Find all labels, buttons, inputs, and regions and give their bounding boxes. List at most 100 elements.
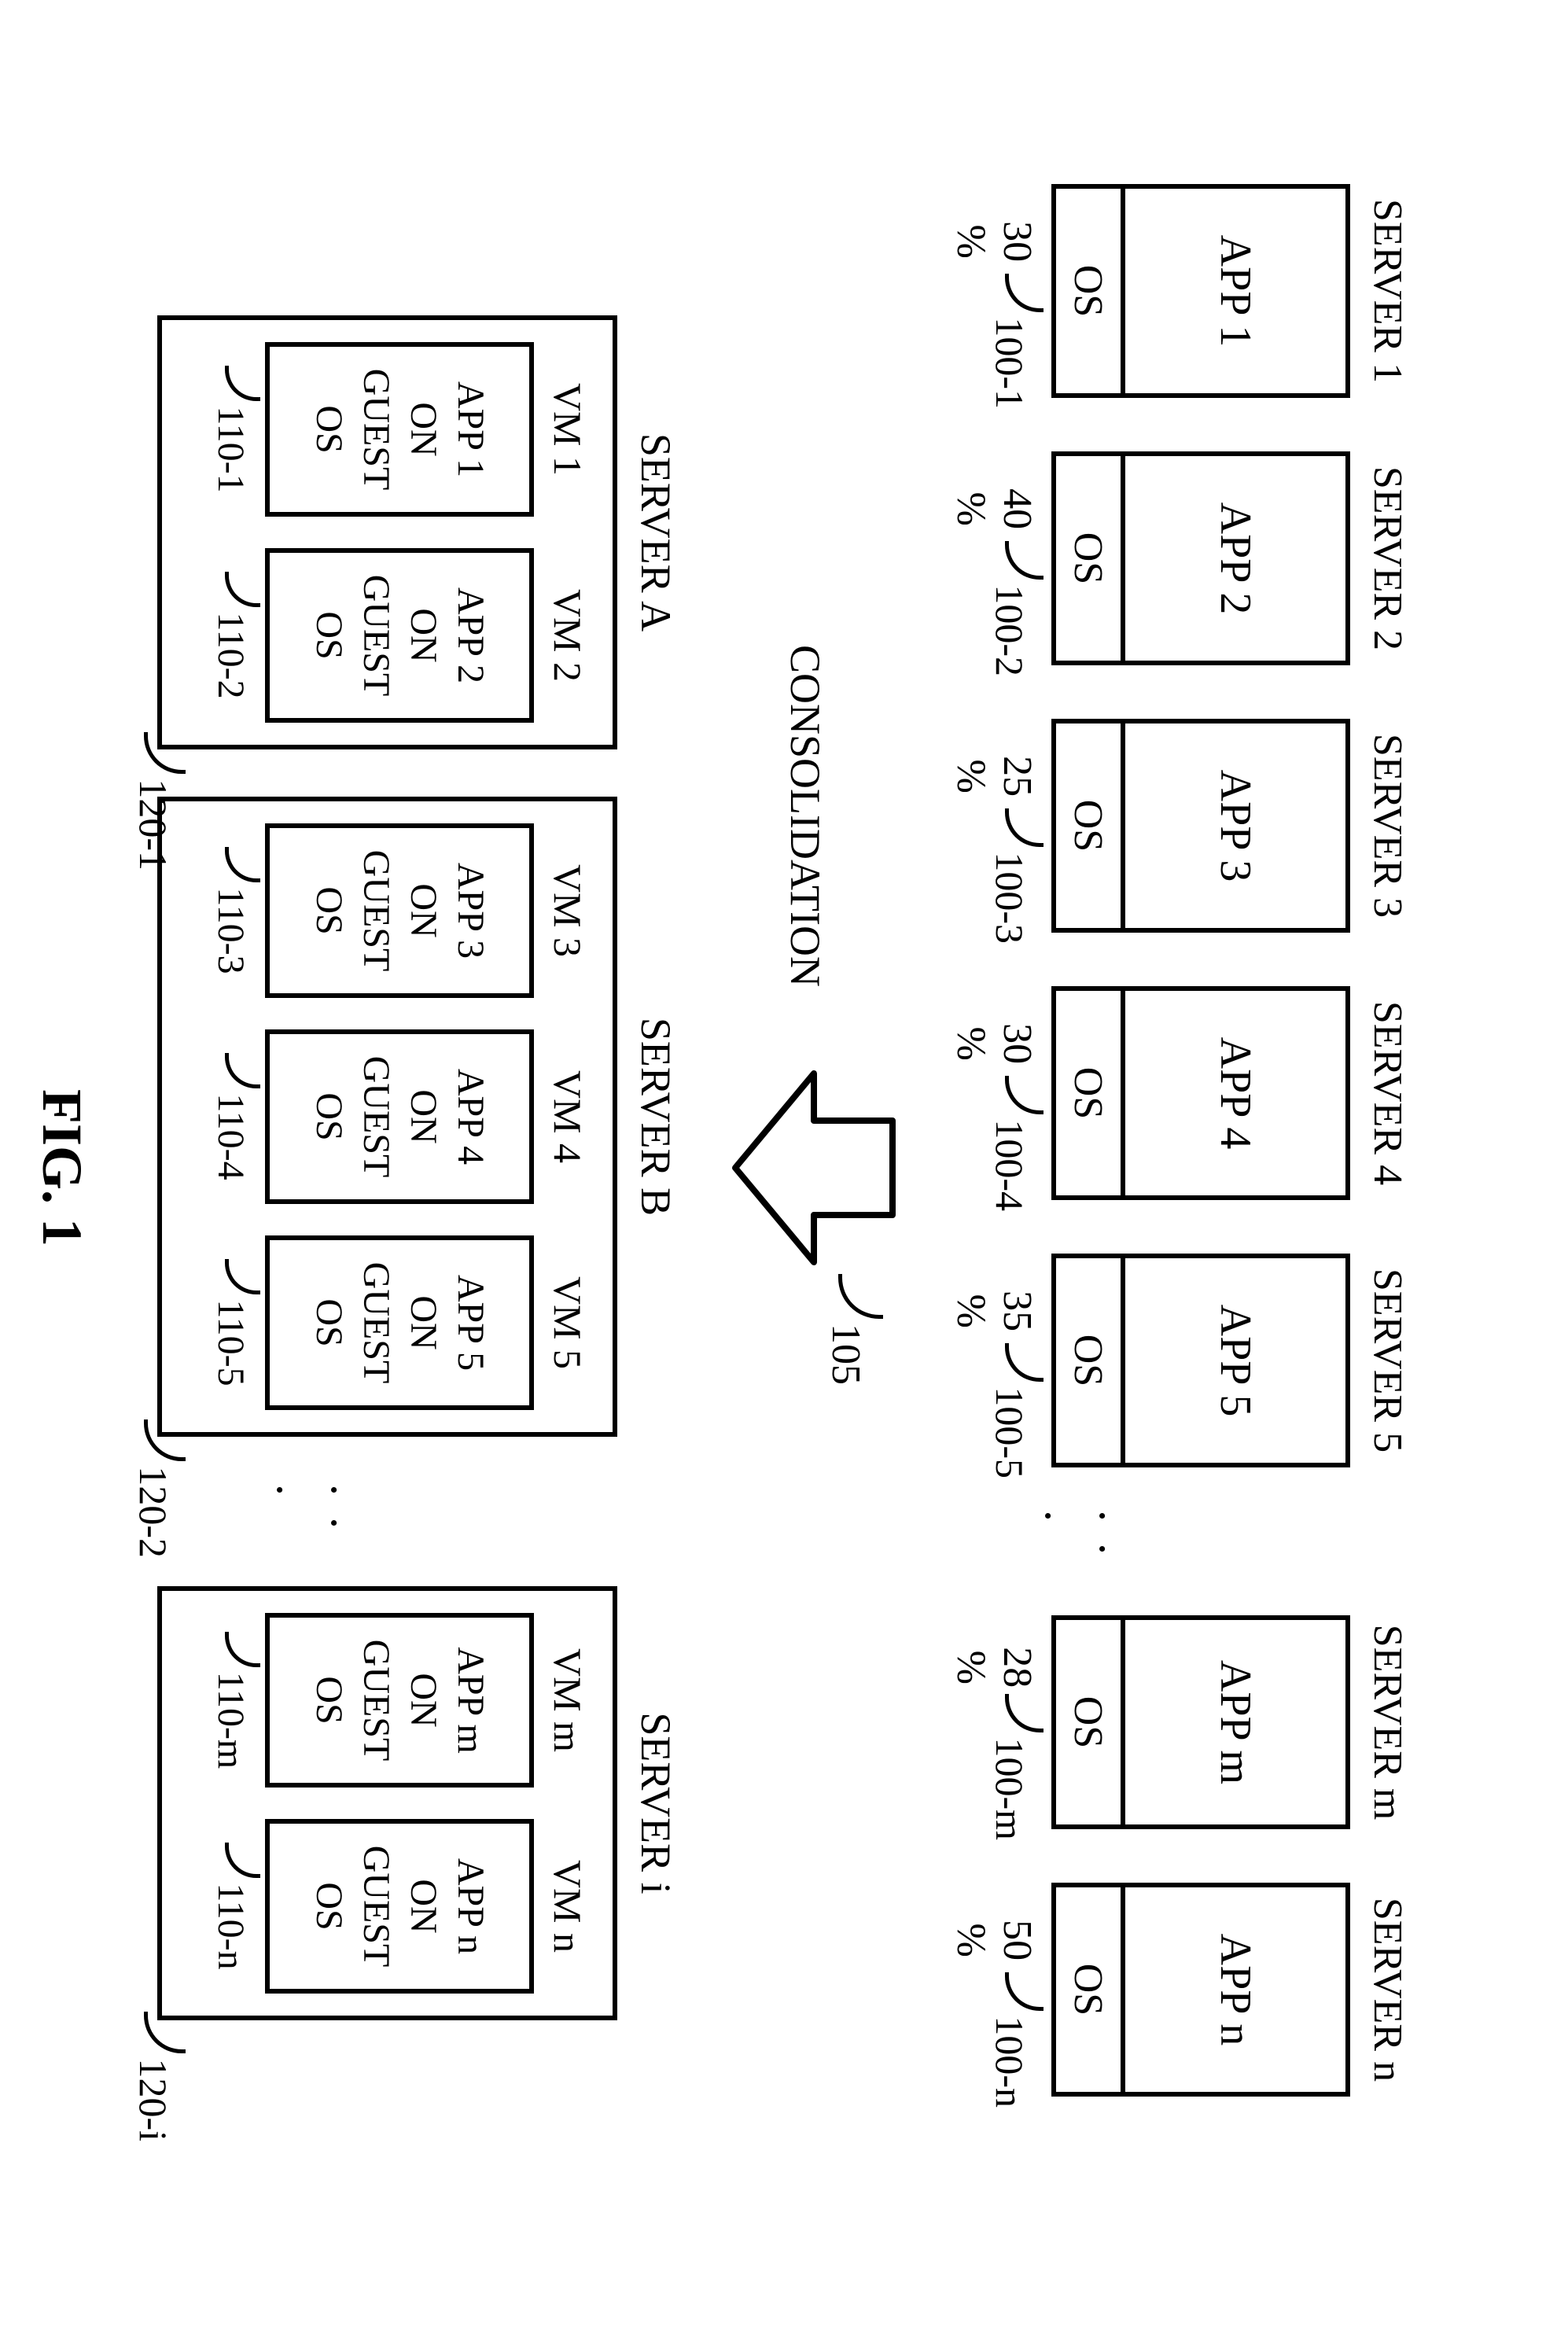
utilization-value: 30 % bbox=[948, 975, 1040, 1076]
leader-line-icon bbox=[144, 2012, 186, 2053]
virtual-machine: VM mAPP mONGUESTOS110-m bbox=[209, 1613, 591, 1788]
vm-ref: 110-4 bbox=[209, 1053, 257, 1180]
vm-text-line: GUEST bbox=[352, 575, 399, 697]
vm-text-line: ON bbox=[399, 883, 447, 937]
utilization-row: 30 % 100-1 bbox=[948, 173, 1040, 409]
vm-text-line: ON bbox=[399, 1673, 447, 1727]
vm-text-line: APP 3 bbox=[447, 863, 494, 959]
host-box: VM 1APP 1ONGUESTOS 110-1 VM 2APP 2ONGUESTO… bbox=[157, 315, 617, 749]
host-ref-label: 120-2 bbox=[131, 1466, 176, 1558]
vm-text-line: APP 1 bbox=[447, 381, 494, 477]
host-box: VM 3APP 3ONGUESTOS 110-3 VM 4APP 4ONGUESTO… bbox=[157, 797, 617, 1437]
host-box: VM mAPP mONGUESTOS110-mVM nAPP nONGUESTO… bbox=[157, 1586, 617, 2020]
vm-box: APP 1ONGUESTOS bbox=[265, 342, 534, 517]
vm-box: APP 5ONGUESTOS bbox=[265, 1235, 534, 1410]
vm-text-line: GUEST bbox=[352, 1846, 399, 1968]
server-ref: 100-1 bbox=[987, 274, 1040, 409]
server-ref: 100-2 bbox=[987, 541, 1040, 676]
utilization-row: 25 %100-3 bbox=[948, 708, 1040, 944]
vm-title: VM 3 bbox=[545, 864, 591, 957]
leader-line-icon bbox=[1005, 808, 1043, 847]
server-box: APP 2OS bbox=[1051, 451, 1350, 665]
os-label: OS bbox=[1056, 723, 1125, 928]
server-ref-label: 100-m bbox=[987, 1737, 1032, 1840]
leader-line-icon bbox=[144, 1419, 186, 1461]
host-server: SERVER AVM 1APP 1ONGUESTOS110-1VM 2APP 2… bbox=[157, 315, 680, 749]
physical-servers-row: SERVER 1APP 1OS30 %100-1SERVER 2APP 2OS4… bbox=[948, 173, 1411, 2163]
vm-text-line: APP n bbox=[447, 1858, 494, 1954]
leader-line-icon bbox=[225, 847, 260, 882]
virtual-machine: VM 5APP 5ONGUESTOS110-5 bbox=[209, 1235, 591, 1410]
vm-text-line: APP 4 bbox=[447, 1069, 494, 1165]
server-box: APP nOS bbox=[1051, 1883, 1350, 2097]
utilization-row: 50 % 100-n bbox=[948, 1872, 1040, 2108]
app-label: APP 1 bbox=[1125, 189, 1345, 393]
vm-text-line: OS bbox=[305, 1298, 352, 1346]
consolidation-section: CONSOLIDATION 105 bbox=[696, 173, 900, 2163]
leader-line-icon bbox=[838, 1274, 883, 1319]
vm-ref-label: 110-5 bbox=[209, 1299, 252, 1386]
server-ref-label: 100-1 bbox=[987, 317, 1032, 409]
server-ref: 100-3 bbox=[987, 808, 1040, 944]
host-servers-row: SERVER AVM 1APP 1ONGUESTOS110-1VM 2APP 2… bbox=[157, 173, 680, 2163]
server-ref-label: 100-5 bbox=[987, 1386, 1032, 1478]
vm-ref-label: 110-4 bbox=[209, 1093, 252, 1180]
figure-caption: FIG. 1 bbox=[29, 173, 94, 2163]
virtual-machine: VM 3APP 3ONGUESTOS 110-3 bbox=[209, 823, 591, 998]
server-title: SERVER 1 bbox=[1364, 199, 1411, 383]
vm-ref: 110-1 bbox=[209, 366, 257, 492]
server-title: SERVER m bbox=[1364, 1625, 1411, 1821]
physical-server: SERVER m APP mOS28 % 100-m bbox=[948, 1604, 1411, 1840]
vm-ref-label: 110-1 bbox=[209, 406, 252, 492]
server-ref-label: 100-2 bbox=[987, 584, 1032, 676]
server-ref: 100-m bbox=[987, 1694, 1040, 1840]
server-title: SERVER 4 bbox=[1364, 1001, 1411, 1185]
server-ref-label: 100-n bbox=[987, 2016, 1032, 2108]
server-ref-label: 100-4 bbox=[987, 1119, 1032, 1211]
vm-title: VM 1 bbox=[545, 383, 591, 476]
vm-text-line: ON bbox=[399, 1089, 447, 1143]
os-label: OS bbox=[1056, 1258, 1125, 1463]
vm-text-line: OS bbox=[305, 886, 352, 934]
consolidation-label: CONSOLIDATION bbox=[781, 645, 830, 987]
vm-box: APP 2ONGUESTOS bbox=[265, 548, 534, 723]
virtual-machine: VM 4APP 4ONGUESTOS110-4 bbox=[209, 1029, 591, 1204]
figure-1-diagram: SERVER 1APP 1OS30 %100-1SERVER 2APP 2OS4… bbox=[29, 173, 1411, 2163]
utilization-row: 30 % 100-4 bbox=[948, 975, 1040, 1211]
utilization-row: 40 %100-2 bbox=[948, 440, 1040, 676]
server-title: SERVER 3 bbox=[1364, 734, 1411, 918]
vm-ref: 110-3 bbox=[209, 847, 257, 974]
vm-title: VM 2 bbox=[545, 589, 591, 682]
utilization-value: 28 % bbox=[948, 1604, 1040, 1694]
vm-text-line: ON bbox=[399, 1295, 447, 1349]
physical-server: SERVER 1APP 1OS30 %100-1 bbox=[948, 173, 1411, 409]
leader-line-icon bbox=[225, 1843, 260, 1878]
vm-ref-label: 110-3 bbox=[209, 887, 252, 974]
leader-line-icon bbox=[225, 1053, 260, 1088]
app-label: APP 4 bbox=[1125, 991, 1345, 1195]
host-ref-label: 120-i bbox=[131, 2058, 176, 2141]
consolidation-ref: 105 bbox=[823, 1274, 880, 1385]
vm-box: APP 3ONGUESTOS bbox=[265, 823, 534, 998]
utilization-value: 30 % bbox=[948, 173, 1040, 274]
vm-text-line: APP m bbox=[447, 1647, 494, 1754]
vm-ref: 110-2 bbox=[209, 572, 257, 698]
leader-line-icon bbox=[1005, 274, 1043, 312]
vm-text-line: APP 5 bbox=[447, 1275, 494, 1371]
server-title: SERVER 2 bbox=[1364, 466, 1411, 650]
utilization-value: 50 % bbox=[948, 1872, 1040, 1972]
os-label: OS bbox=[1056, 991, 1125, 1195]
host-server: SERVER iVM mAPP mONGUESTOS110-mVM nAPP n… bbox=[157, 1586, 680, 2020]
down-arrow-icon bbox=[727, 1066, 900, 1270]
vm-text-line: GUEST bbox=[352, 1640, 399, 1762]
server-ref: 100-5 bbox=[987, 1343, 1040, 1478]
server-box: APP mOS bbox=[1051, 1615, 1350, 1829]
leader-line-icon bbox=[1005, 1694, 1043, 1732]
vm-ref: 110-m bbox=[209, 1632, 257, 1769]
app-label: APP 2 bbox=[1125, 456, 1345, 661]
vm-ref: 110-5 bbox=[209, 1259, 257, 1386]
server-box: APP 3OS bbox=[1051, 719, 1350, 933]
host-title: SERVER B bbox=[631, 1018, 680, 1216]
os-label: OS bbox=[1056, 1620, 1125, 1824]
vm-title: VM m bbox=[545, 1648, 591, 1752]
